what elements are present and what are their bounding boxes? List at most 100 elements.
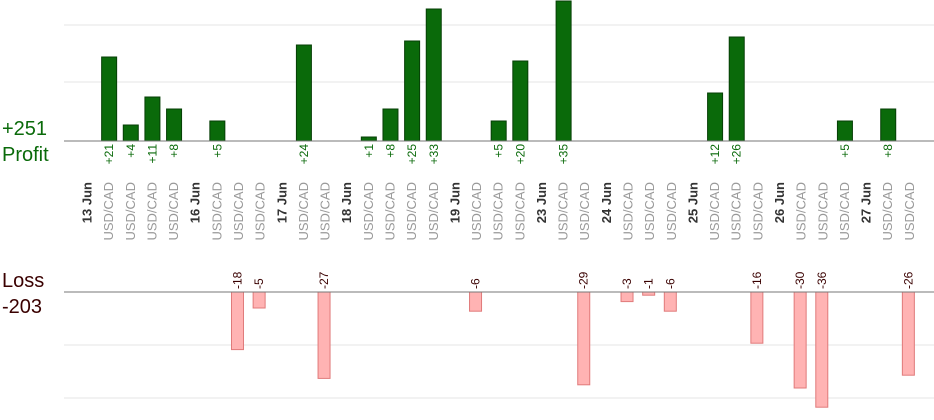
date-label: 16 Jun [188, 182, 203, 223]
profit-value-label: +8 [167, 144, 181, 158]
date-label: 13 Jun [80, 182, 95, 223]
loss-value-label: -36 [815, 271, 829, 289]
loss-bar [620, 291, 634, 303]
loss-bar [663, 291, 677, 312]
pair-label: USD/CAD [794, 182, 809, 241]
pair-label: USD/CAD [815, 182, 830, 241]
pair-label: USD/CAD [880, 182, 895, 241]
loss-bar [252, 291, 266, 309]
pair-label: USD/CAD [664, 182, 679, 241]
pair-label: USD/CAD [144, 182, 159, 241]
pair-label: USD/CAD [209, 182, 224, 241]
loss-bar [815, 291, 829, 408]
profit-label: Profit [2, 144, 49, 166]
profit-bar [166, 108, 183, 142]
profit-bar [880, 108, 897, 142]
pair-label: USD/CAD [729, 182, 744, 241]
profit-bar [382, 108, 399, 142]
loss-value-label: -18 [230, 271, 244, 289]
profit-bar [555, 0, 572, 142]
loss-value-label: -29 [577, 271, 591, 289]
pair-label: USD/CAD [123, 182, 138, 241]
profit-value-label: +12 [708, 144, 722, 165]
profit-value-label: +4 [124, 144, 138, 158]
loss-bar [230, 291, 244, 351]
pair-label: USD/CAD [512, 182, 527, 241]
pair-label: USD/CAD [253, 182, 268, 241]
pair-label: USD/CAD [426, 182, 441, 241]
profit-value-label: +24 [297, 144, 311, 165]
profit-value-label: +25 [405, 144, 419, 165]
pair-label: USD/CAD [231, 182, 246, 241]
profit-value-label: +20 [513, 144, 527, 165]
loss-bar [901, 291, 915, 376]
date-label: 17 Jun [274, 182, 289, 223]
date-label: 23 Jun [534, 182, 549, 223]
pair-label: USD/CAD [296, 182, 311, 241]
profit-value-label: +8 [881, 144, 895, 158]
profit-bar [144, 96, 161, 142]
date-label: 19 Jun [447, 182, 462, 223]
loss-value-label: -6 [469, 278, 483, 289]
loss-bar [793, 291, 807, 389]
loss-value-label: -27 [317, 271, 331, 289]
pair-label: USD/CAD [404, 182, 419, 241]
profit-bar [209, 120, 226, 142]
pair-label: USD/CAD [361, 182, 376, 241]
profit-bar [101, 56, 118, 142]
date-label: 25 Jun [685, 182, 700, 223]
profit-value-label: +21 [102, 144, 116, 165]
profit-value-label: +33 [427, 144, 441, 165]
pair-label: USD/CAD [642, 182, 657, 241]
pair-label: USD/CAD [621, 182, 636, 241]
profit-value-label: +5 [838, 144, 852, 158]
profit-value-label: +5 [210, 144, 224, 158]
profit-value-label: +35 [557, 144, 571, 165]
date-label: 18 Jun [339, 182, 354, 223]
loss-value-label: -6 [663, 278, 677, 289]
loss-value-label: -30 [793, 271, 807, 289]
pair-label: USD/CAD [707, 182, 722, 241]
profit-bar [836, 120, 853, 142]
pair-label: USD/CAD [491, 182, 506, 241]
loss-value-label: -26 [901, 271, 915, 289]
profit-bar [122, 124, 139, 142]
profit-value-label: +26 [730, 144, 744, 165]
loss-total: -203 [2, 296, 43, 318]
date-label: 26 Jun [772, 182, 787, 223]
date-label: 24 Jun [599, 182, 614, 223]
loss-value-label: -3 [620, 278, 634, 289]
profit-total: +251 [2, 118, 48, 140]
pair-label: USD/CAD [837, 182, 852, 241]
profit-value-label: +8 [383, 144, 397, 158]
loss-value-label: -1 [642, 278, 656, 289]
profit-bar [360, 136, 377, 142]
loss-bar [317, 291, 331, 379]
profit-bar [512, 60, 529, 142]
profit-bar [728, 36, 745, 142]
profit-value-label: +1 [362, 144, 376, 158]
loss-bar [469, 291, 483, 312]
pair-label: USD/CAD [469, 182, 484, 241]
pair-label: USD/CAD [101, 182, 116, 241]
profit-value-label: +5 [492, 144, 506, 158]
date-label: 27 Jun [859, 182, 874, 223]
profit-bar [425, 8, 442, 142]
pair-label: USD/CAD [902, 182, 917, 241]
profit-bar [295, 44, 312, 142]
profit-bar [490, 120, 507, 142]
pair-label: USD/CAD [382, 182, 397, 241]
loss-bar [577, 291, 591, 386]
profit-value-label: +11 [145, 144, 159, 164]
loss-value-label: -16 [750, 271, 764, 289]
pair-label: USD/CAD [318, 182, 333, 241]
profit-bar [707, 92, 724, 142]
pair-label: USD/CAD [556, 182, 571, 241]
loss-bar [750, 291, 764, 344]
profit-bar [404, 40, 421, 142]
loss-value-label: -5 [252, 278, 266, 289]
pair-label: USD/CAD [577, 182, 592, 241]
pair-label: USD/CAD [166, 182, 181, 241]
